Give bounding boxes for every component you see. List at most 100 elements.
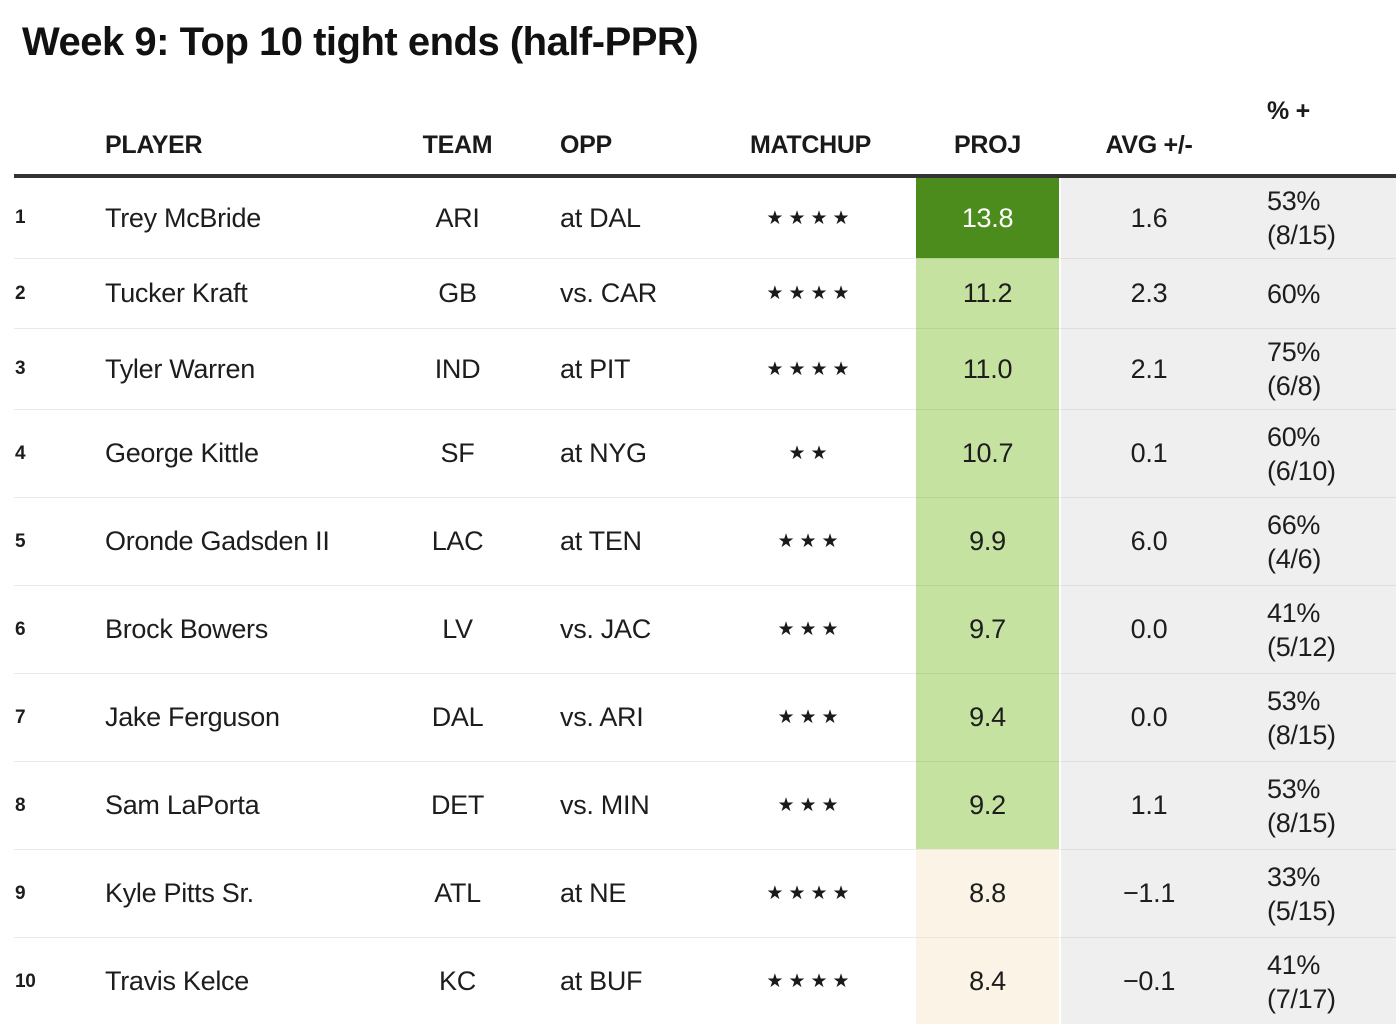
page-title: Week 9: Top 10 tight ends (half-PPR) (22, 20, 699, 64)
player-name: Travis Kelce (105, 937, 400, 1024)
opponent: at TEN (515, 497, 737, 585)
avg-diff-value: 2.3 (1059, 258, 1237, 328)
column-header-rank (14, 64, 105, 174)
team-abbr: GB (400, 258, 515, 328)
projection-cell: 9.4 (916, 673, 1059, 761)
pct-plus-cell: 41% (5/12) (1237, 585, 1396, 673)
matchup-stars-icon: ★★★ (777, 795, 844, 816)
table-row: 7 Jake Ferguson DAL vs. ARI ★★★ 9.4 0.0 … (14, 673, 1396, 761)
column-header-pct-plus: % + (1267, 97, 1310, 125)
opponent: vs. JAC (515, 585, 737, 673)
pct-plus-cell: 75% (6/8) (1237, 328, 1396, 409)
matchup-stars-icon: ★★★ (777, 619, 844, 640)
projection-cell: 8.8 (916, 849, 1059, 937)
pct-plus-detail: (4/6) (1267, 543, 1322, 574)
matchup-stars-icon: ★★ (788, 443, 833, 464)
matchup-cell: ★★★★ (737, 849, 916, 937)
rank-label: 10 (14, 937, 105, 1024)
matchup-cell: ★★★ (737, 761, 916, 849)
opponent: vs. MIN (515, 761, 737, 849)
pct-plus-cell: 41% (7/17) (1237, 937, 1396, 1024)
projection-cell: 8.4 (916, 937, 1059, 1024)
team-abbr: LV (400, 585, 515, 673)
column-header-proj: PROJ (954, 131, 1021, 159)
rankings-table: PLAYER TEAM OPP MATCHUP PROJ AVG +/- % +… (0, 64, 1396, 1024)
pct-plus-cell: 53% (8/15) (1237, 178, 1396, 258)
rank-label: 9 (14, 849, 105, 937)
avg-diff-value: 1.6 (1059, 178, 1237, 258)
matchup-stars-icon: ★★★ (777, 707, 844, 728)
rank-label: 2 (14, 258, 105, 328)
team-abbr: SF (400, 409, 515, 497)
matchup-stars-icon: ★★★★ (766, 283, 855, 304)
pct-plus-value: 53% (1267, 685, 1321, 716)
player-name: Tyler Warren (105, 328, 400, 409)
projection-cell: 9.9 (916, 497, 1059, 585)
pct-plus-value: 53% (1267, 773, 1321, 804)
pct-plus-value: 66% (1267, 509, 1321, 540)
rank-label: 7 (14, 673, 105, 761)
team-abbr: LAC (400, 497, 515, 585)
table-row: 5 Oronde Gadsden II LAC at TEN ★★★ 9.9 6… (14, 497, 1396, 585)
matchup-cell: ★★★ (737, 673, 916, 761)
projection-cell: 11.2 (916, 258, 1059, 328)
matchup-cell: ★★★★ (737, 258, 916, 328)
table-row: 4 George Kittle SF at NYG ★★ 10.7 0.1 60… (14, 409, 1396, 497)
table-row: 9 Kyle Pitts Sr. ATL at NE ★★★★ 8.8 −1.1… (14, 849, 1396, 937)
team-abbr: DET (400, 761, 515, 849)
column-header-matchup: MATCHUP (749, 131, 872, 159)
avg-diff-value: 1.1 (1059, 761, 1237, 849)
column-header-player: PLAYER (105, 131, 203, 159)
table-row: 6 Brock Bowers LV vs. JAC ★★★ 9.7 0.0 41… (14, 585, 1396, 673)
pct-plus-cell: 60% (1237, 258, 1396, 328)
team-abbr: ATL (400, 849, 515, 937)
projection-cell: 10.7 (916, 409, 1059, 497)
projection-cell: 9.7 (916, 585, 1059, 673)
player-name: Jake Ferguson (105, 673, 400, 761)
opponent: vs. CAR (515, 258, 737, 328)
avg-diff-value: 2.1 (1059, 328, 1237, 409)
player-name: Brock Bowers (105, 585, 400, 673)
pct-plus-value: 33% (1267, 861, 1321, 892)
table-row: 1 Trey McBride ARI at DAL ★★★★ 13.8 1.6 … (14, 178, 1396, 258)
matchup-stars-icon: ★★★★ (766, 971, 855, 992)
rank-label: 8 (14, 761, 105, 849)
avg-diff-value: 0.0 (1059, 585, 1237, 673)
matchup-cell: ★★★★ (737, 328, 916, 409)
player-name: George Kittle (105, 409, 400, 497)
rank-label: 4 (14, 409, 105, 497)
column-header-avg: AVG +/- (1059, 64, 1237, 174)
team-abbr: ARI (435, 202, 480, 233)
avg-diff-value: −1.1 (1059, 849, 1237, 937)
player-name: Trey McBride (105, 202, 261, 233)
pct-plus-value: 41% (1267, 597, 1321, 628)
pct-plus-cell: 53% (8/15) (1237, 761, 1396, 849)
matchup-stars-icon: ★★★★ (766, 883, 855, 904)
matchup-stars-icon: ★★★★ (766, 207, 855, 229)
team-abbr: IND (400, 328, 515, 409)
column-header-opp: OPP (560, 131, 612, 159)
player-name: Oronde Gadsden II (105, 497, 400, 585)
rank-label: 5 (14, 497, 105, 585)
avg-diff-value: 0.0 (1059, 673, 1237, 761)
table-body: 1 Trey McBride ARI at DAL ★★★★ 13.8 1.6 … (14, 178, 1396, 1024)
projection-cell: 11.0 (916, 328, 1059, 409)
opponent: at PIT (515, 328, 737, 409)
pct-plus-detail: (8/15) (1267, 719, 1336, 750)
pct-plus-value: 60% (1267, 278, 1321, 309)
pct-plus-value: 60% (1267, 421, 1321, 452)
table-row: 10 Travis Kelce KC at BUF ★★★★ 8.4 −0.1 … (14, 937, 1396, 1024)
matchup-cell: ★★ (737, 409, 916, 497)
pct-plus-value: 75% (1267, 337, 1321, 367)
opponent: vs. ARI (515, 673, 737, 761)
pct-plus-cell: 60% (6/10) (1237, 409, 1396, 497)
rank-label: 1 (15, 207, 26, 228)
pct-plus-cell: 66% (4/6) (1237, 497, 1396, 585)
pct-plus-detail: (5/12) (1267, 631, 1336, 662)
avg-diff-value: −0.1 (1059, 937, 1237, 1024)
avg-diff-value: 0.1 (1059, 409, 1237, 497)
opponent: at DAL (560, 202, 641, 233)
table-row: 3 Tyler Warren IND at PIT ★★★★ 11.0 2.1 … (14, 328, 1396, 409)
player-name: Sam LaPorta (105, 761, 400, 849)
